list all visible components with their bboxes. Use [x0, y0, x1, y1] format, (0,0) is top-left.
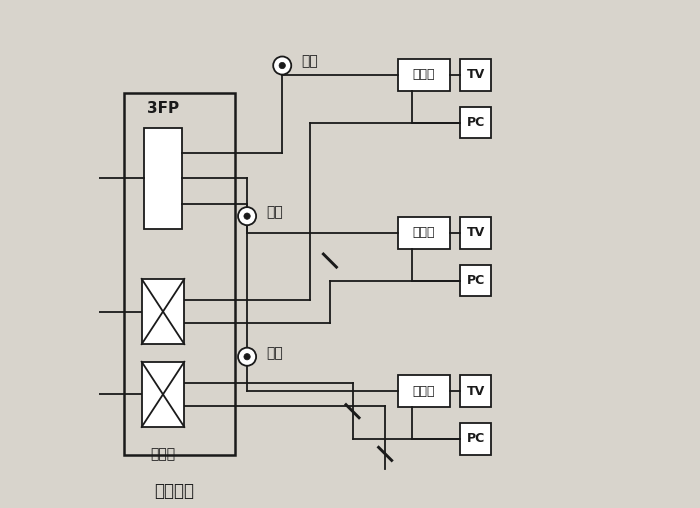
Circle shape [273, 56, 291, 75]
Text: PC: PC [466, 274, 484, 287]
Text: TV: TV [466, 227, 484, 239]
Text: 终端: 终端 [266, 205, 283, 219]
Bar [461, 423, 491, 455]
Text: 交换机: 交换机 [150, 447, 176, 461]
Circle shape [244, 354, 250, 360]
Bar [144, 129, 182, 229]
Circle shape [244, 213, 250, 219]
Bar [461, 265, 491, 297]
Text: 3FP: 3FP [147, 101, 179, 116]
Circle shape [279, 62, 286, 69]
Bar [124, 93, 234, 455]
Bar [398, 59, 450, 90]
Text: 机顶盒: 机顶盒 [413, 385, 435, 398]
Text: TV: TV [466, 68, 484, 81]
Text: 终端: 终端 [266, 346, 283, 360]
Text: 多媒体箱: 多媒体箱 [154, 482, 195, 500]
Text: 终端: 终端 [301, 54, 318, 69]
Text: PC: PC [466, 116, 484, 129]
Text: TV: TV [466, 385, 484, 398]
Bar [461, 217, 491, 249]
Circle shape [238, 347, 256, 366]
Bar [461, 59, 491, 90]
Text: PC: PC [466, 432, 484, 446]
Bar [398, 217, 450, 249]
Bar [398, 375, 450, 407]
Circle shape [238, 207, 256, 225]
Text: 机顶盒: 机顶盒 [413, 68, 435, 81]
Bar [141, 279, 184, 344]
Text: 机顶盒: 机顶盒 [413, 227, 435, 239]
Bar [461, 107, 491, 138]
Bar [141, 362, 184, 427]
Bar [461, 375, 491, 407]
